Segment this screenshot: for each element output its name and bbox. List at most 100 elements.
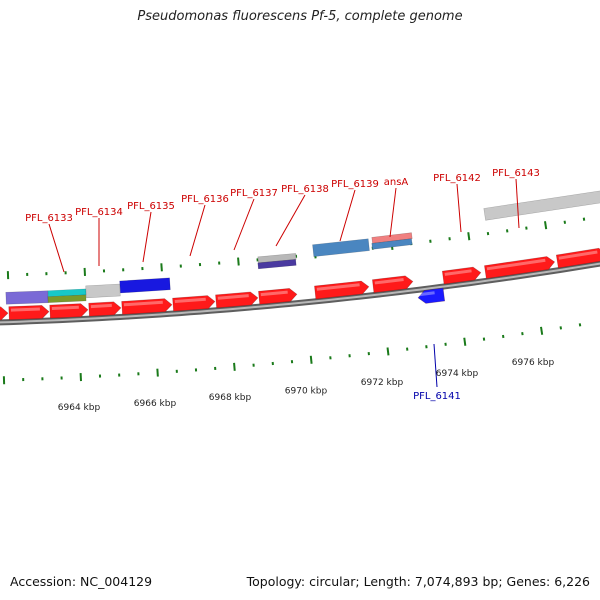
gene-arrow (215, 291, 259, 309)
reverse-gene-arrow-body (417, 287, 446, 304)
reverse-gene-arrow-shine (419, 291, 435, 297)
feature-block-olive (47, 294, 87, 303)
gene-label-leader (515, 178, 520, 229)
gene-arrow (484, 256, 556, 279)
gene-arrow-body (258, 288, 298, 305)
inner-minor-tick (98, 374, 102, 378)
backbone-highlight (0, 262, 600, 324)
gene-arrow-shine (51, 305, 79, 311)
inner-minor-tick (578, 323, 582, 327)
gene-arrow-body (49, 303, 89, 319)
outer-minor-tick (448, 237, 451, 241)
gene-arrow (121, 298, 173, 315)
inner-minor-tick (482, 337, 486, 341)
outer-major-tick (6, 271, 10, 280)
gene-arrow-shine (90, 303, 112, 309)
inner-minor-tick (290, 360, 294, 364)
gene-arrow-shine (260, 290, 288, 297)
gene-arrows (0, 247, 600, 321)
outer-minor-tick (218, 261, 221, 265)
outer-major-tick (237, 257, 240, 266)
gene-arrow (555, 247, 600, 269)
gene-arrow-body (484, 256, 556, 279)
inner-minor-tick (329, 356, 332, 360)
axis-position-label: 6976 kbp (512, 358, 555, 368)
gene-label: PFL_6142 (433, 173, 481, 184)
gene-label-leader (389, 187, 397, 238)
feature-block-steel (312, 238, 370, 257)
gene-arrow-body (441, 266, 482, 285)
reverse-gene-label: PFL_6141 (413, 391, 461, 402)
gene-arrow (49, 303, 89, 319)
gene-arrow-body (215, 291, 259, 309)
gene-arrow (172, 295, 216, 312)
gene-arrow-body (0, 306, 9, 321)
outer-minor-tick (582, 217, 586, 221)
gene-label: ansA (384, 177, 409, 188)
outer-minor-tick (179, 264, 182, 268)
inner-major-tick (540, 326, 544, 335)
outer-minor-tick (122, 268, 125, 272)
inner-minor-tick (214, 366, 217, 370)
gene-arrow (8, 305, 50, 320)
inner-major-tick (233, 362, 236, 371)
inner-major-tick (309, 355, 313, 364)
gene-arrow-shine (217, 294, 249, 300)
inner-minor-tick (41, 377, 44, 381)
gene-label-leader (233, 198, 255, 251)
feature-block-indigo (257, 259, 297, 270)
gene-arrow (88, 301, 122, 317)
outer-major-tick (544, 221, 548, 230)
gene-arrow (0, 306, 9, 321)
gene-arrow-body (121, 298, 173, 315)
axis-position-label: 6968 kbp (209, 393, 252, 403)
axis-position-label: 6970 kbp (285, 386, 328, 396)
gene-arrow-body (172, 295, 216, 312)
outer-major-tick (467, 232, 471, 241)
inner-minor-tick (444, 342, 447, 346)
inner-minor-tick (271, 361, 274, 366)
inner-major-tick (386, 347, 390, 356)
gene-arrow-body (88, 301, 122, 317)
gene-arrow (441, 266, 482, 285)
axis-position-label: 6972 kbp (361, 378, 404, 388)
gene-label-leader (433, 343, 438, 388)
outer-minor-tick (486, 231, 490, 236)
feature-block-gray (483, 190, 600, 221)
gene-arrow-shine (123, 300, 163, 307)
gene-label: PFL_6143 (492, 168, 540, 179)
inner-minor-tick (175, 369, 178, 373)
gene-label: PFL_6137 (230, 188, 278, 199)
inner-minor-tick (137, 372, 140, 376)
gene-arrow-shine (174, 297, 206, 304)
gene-arrow-body (314, 280, 370, 300)
axis-position-label: 6964 kbp (58, 403, 101, 413)
gene-label-leader (339, 189, 356, 242)
axis-position-label: 6966 kbp (134, 399, 177, 409)
inner-minor-tick (252, 363, 255, 367)
gene-arrow-shine (558, 250, 598, 260)
outer-minor-tick (198, 263, 202, 267)
outer-minor-tick (141, 267, 144, 271)
outer-major-tick (83, 267, 87, 276)
gene-label: PFL_6134 (75, 207, 123, 218)
gene-label: PFL_6136 (181, 194, 229, 205)
backbone (0, 260, 600, 326)
feature-block-steel (371, 238, 413, 250)
gene-label: PFL_6138 (281, 184, 329, 195)
inner-major-tick (156, 368, 159, 377)
inner-major-tick (2, 376, 6, 385)
feature-blocks (5, 190, 600, 305)
outer-minor-tick (563, 220, 567, 224)
gene-label: PFL_6139 (331, 179, 379, 190)
inner-minor-tick (559, 326, 563, 330)
inner-minor-tick (60, 376, 63, 380)
inner-minor-tick (348, 354, 351, 358)
feature-block-blue (119, 277, 171, 294)
inner-minor-tick (118, 373, 121, 377)
genome-summary: Topology: circular; Length: 7,074,893 bp… (246, 574, 590, 589)
outer-minor-tick (26, 272, 29, 276)
accession-label: Accession: NC_004129 (10, 574, 153, 589)
inner-minor-tick (502, 334, 505, 339)
